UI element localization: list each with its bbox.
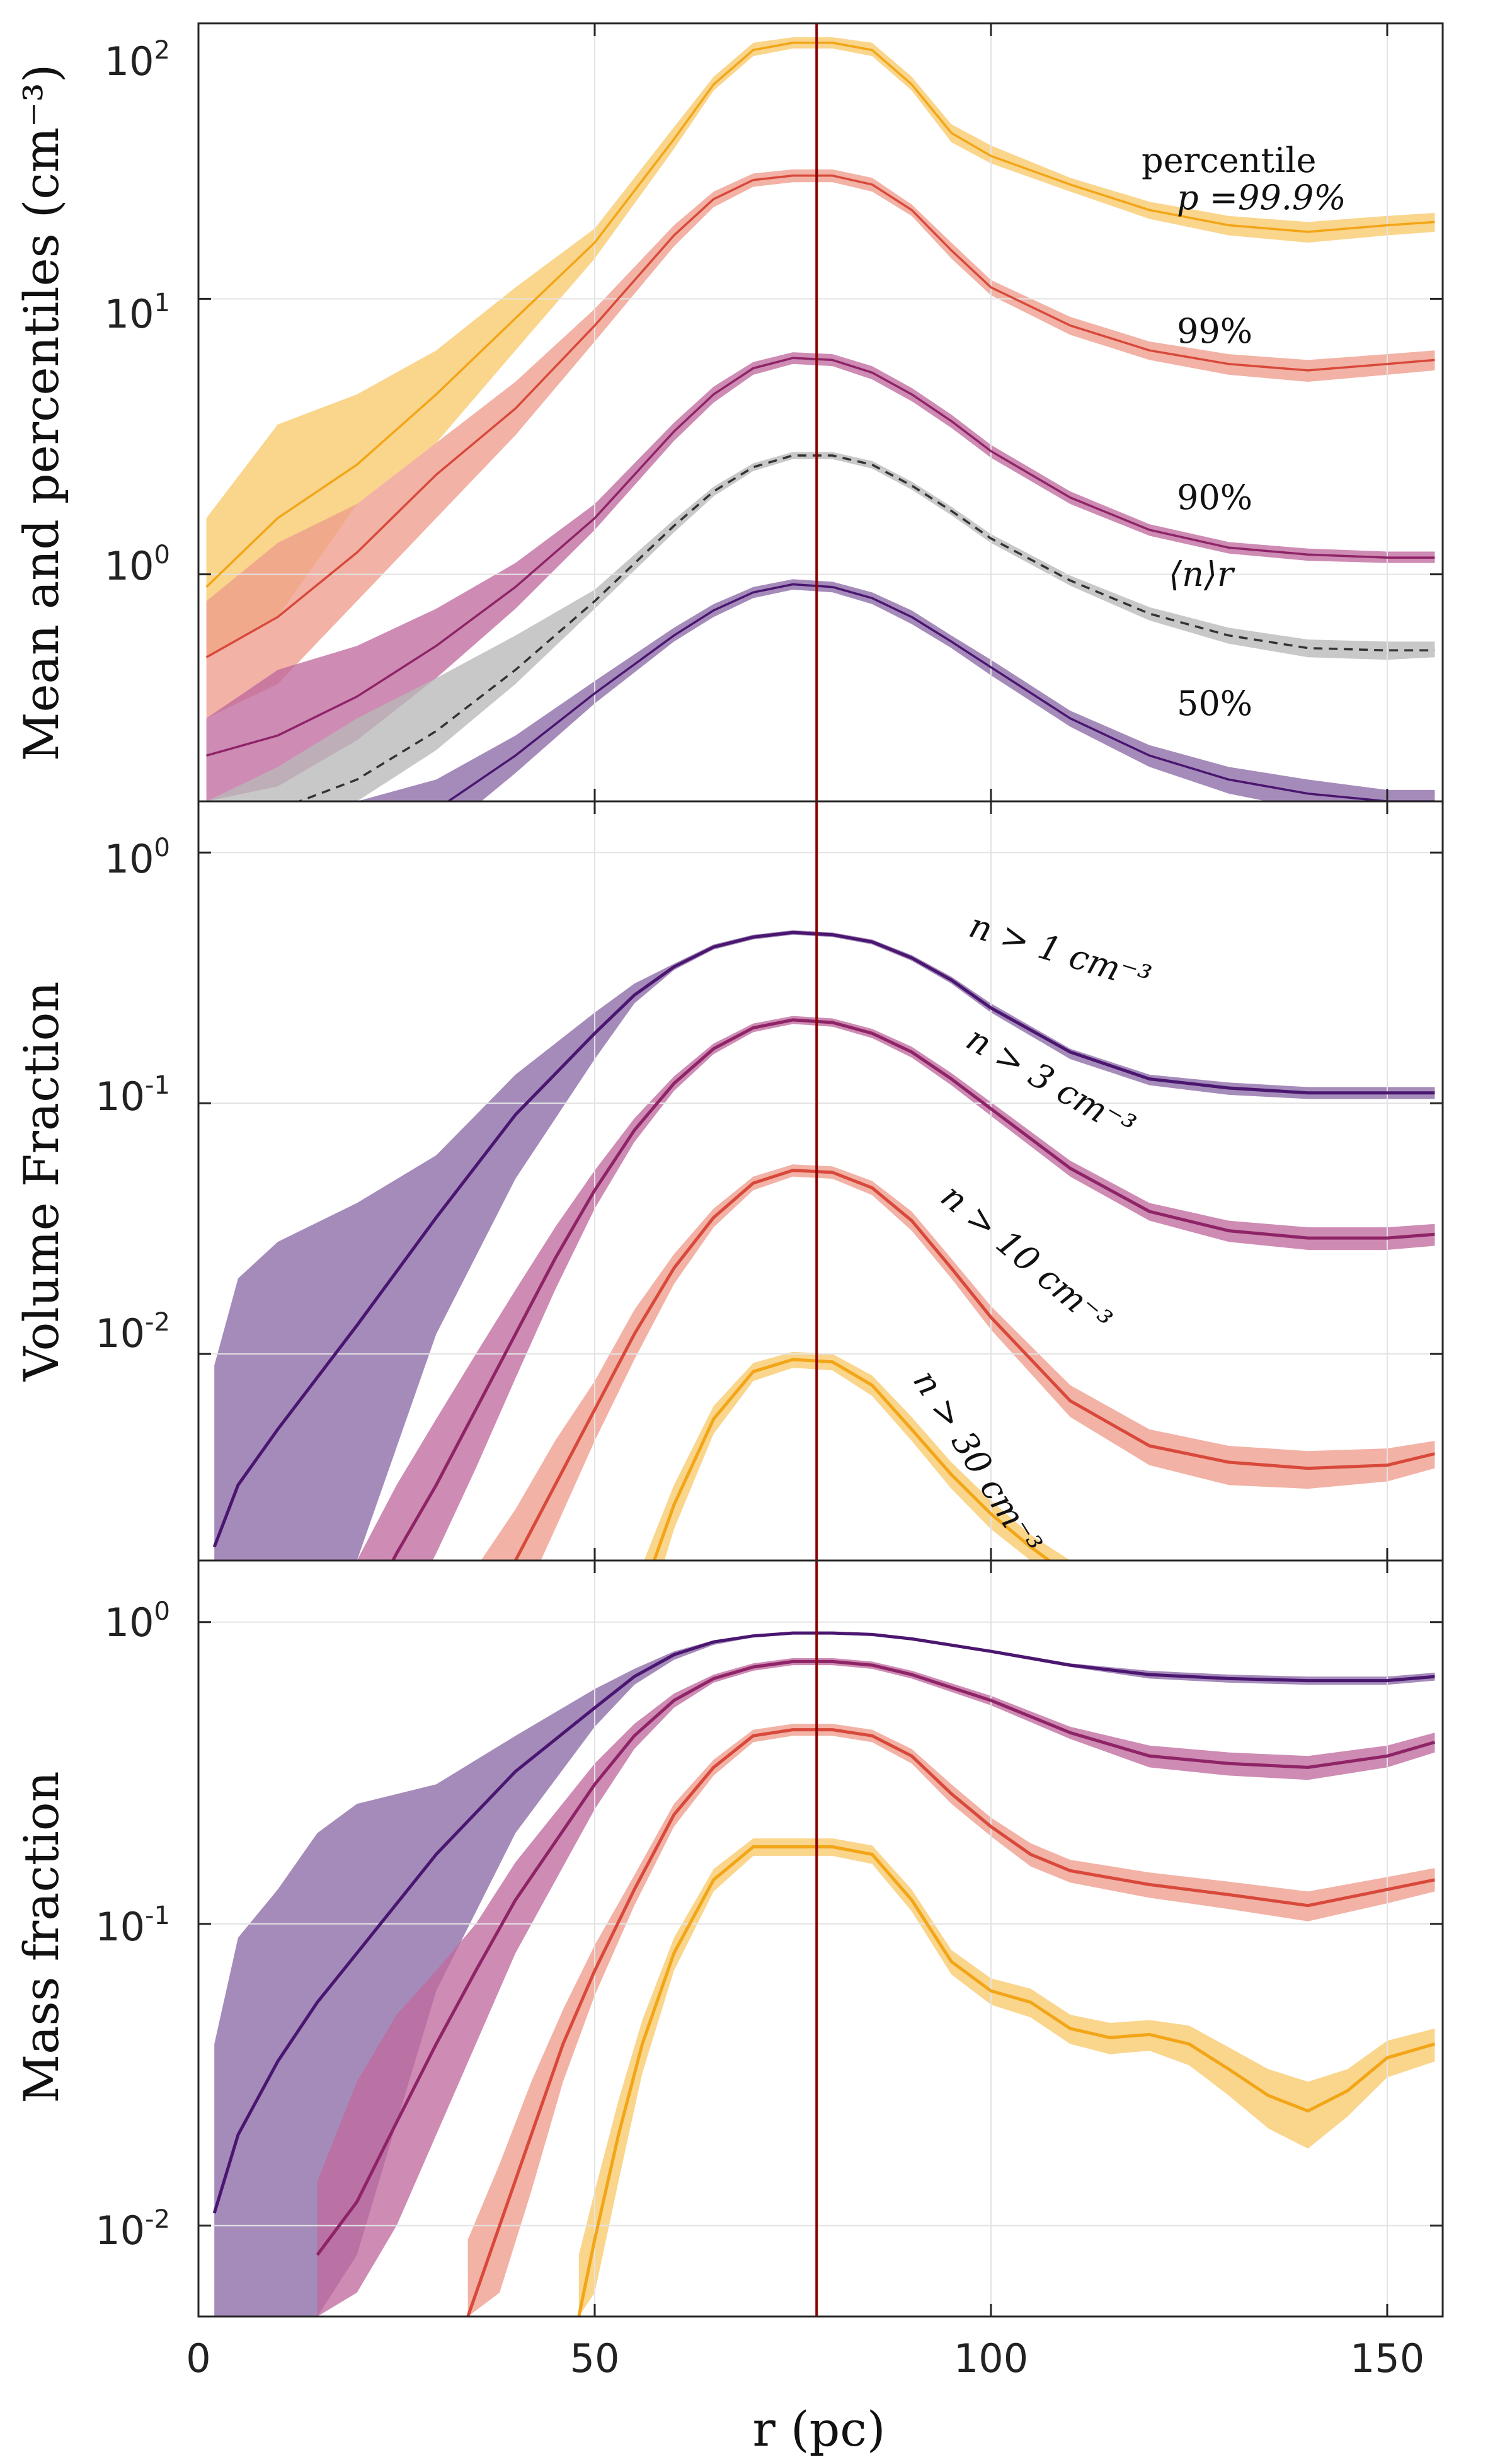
bottom-series-line-3 xyxy=(577,1845,1436,2317)
bottom-ytick-label-01: 10-1 xyxy=(95,1901,170,1950)
middle-band-0 xyxy=(214,930,1435,1561)
annot-n10: n > 10 cm⁻³ xyxy=(934,1176,1120,1341)
top-ytick-label-10: 101 xyxy=(105,289,170,337)
middle-band-1 xyxy=(357,1016,1435,1561)
annot-50: 50% xyxy=(1177,684,1252,723)
bottom-series-line-0 xyxy=(212,1631,1435,2214)
annot-percentile: percentile xyxy=(1142,140,1317,180)
top-band-3 xyxy=(206,452,1435,801)
panel-top: 102 101 100 Mean and percentiles (cm⁻³) … xyxy=(13,22,1444,803)
top-series-line-2 xyxy=(206,357,1435,757)
annot-n1: n > 1 cm⁻³ xyxy=(965,905,1155,998)
panel-bottom-frame xyxy=(197,1559,1444,2318)
middle-band-2 xyxy=(481,1164,1435,1561)
annot-90: 90% xyxy=(1177,478,1252,517)
middle-series-line-0 xyxy=(212,931,1435,1548)
panel-bottom: 100 10-1 10-2 Mass fraction 0 50 100 150… xyxy=(13,1559,1444,2457)
xtick-label-50: 50 xyxy=(570,2335,620,2381)
bottom-band-2 xyxy=(467,1724,1435,2317)
middle-band-3 xyxy=(644,1351,1070,1561)
top-series-line-3 xyxy=(296,454,1435,801)
bottom-series-line-2 xyxy=(466,1728,1435,2317)
top-series-line-1 xyxy=(205,175,1435,658)
middle-ytick-label-001: 10-2 xyxy=(95,1308,170,1356)
top-series-line-0 xyxy=(205,42,1435,588)
annot-n30: n > 30 cm⁻³ xyxy=(905,1363,1050,1562)
xtick-label-150: 150 xyxy=(1350,2335,1424,2381)
bottom-band-3 xyxy=(578,1838,1435,2317)
middle-ytick-label-01: 10-1 xyxy=(95,1071,170,1120)
x-axis-label: r (pc) xyxy=(752,2401,885,2457)
middle-ytick-label-1: 100 xyxy=(105,833,170,882)
middle-series-line-1 xyxy=(391,1018,1435,1561)
bottom-band-0 xyxy=(214,1631,1435,2317)
top-ytick-label-100: 102 xyxy=(105,36,170,84)
middle-y-axis-label: Volume Fraction xyxy=(13,982,69,1382)
annot-99: 99% xyxy=(1177,311,1252,351)
bottom-ytick-label-1: 100 xyxy=(105,1597,170,1646)
middle-series-line-3 xyxy=(652,1358,1052,1561)
top-series-line-4 xyxy=(446,583,1435,801)
xtick-label-100: 100 xyxy=(954,2335,1028,2381)
middle-series-line-2 xyxy=(513,1169,1435,1561)
top-ytick-label-1: 100 xyxy=(105,541,170,589)
xtick-label-0: 0 xyxy=(186,2335,210,2381)
top-y-axis-label: Mean and percentiles (cm⁻³) xyxy=(13,64,69,762)
top-band-1 xyxy=(206,169,1435,719)
panel-middle: 100 10-1 10-2 Volume Fraction n > 1 cm⁻³… xyxy=(13,800,1444,1562)
top-band-4 xyxy=(357,579,1435,801)
bottom-series-line-1 xyxy=(316,1659,1436,2256)
top-band-0 xyxy=(206,37,1435,658)
bottom-y-axis-label: Mass fraction xyxy=(13,1771,69,2103)
bottom-ytick-label-001: 10-2 xyxy=(95,2205,170,2254)
annot-mean: ⟨n⟩r xyxy=(1169,554,1235,594)
annot-p999: p =99.9% xyxy=(1177,178,1346,217)
